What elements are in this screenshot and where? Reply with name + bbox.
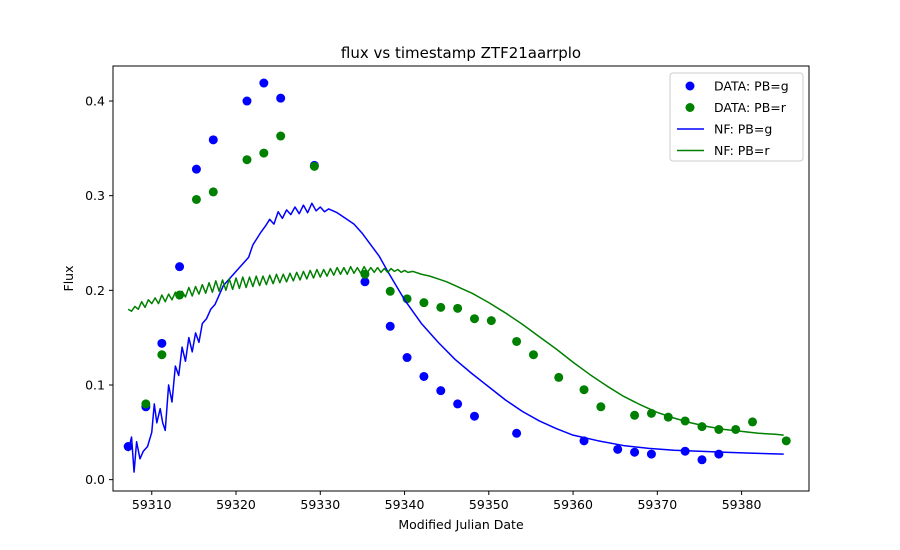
- data-point: [402, 353, 412, 363]
- series-1: [141, 131, 791, 446]
- legend-label: NF: PB=g: [714, 122, 772, 137]
- data-point: [528, 350, 538, 360]
- data-point: [157, 350, 167, 360]
- data-point: [646, 449, 656, 459]
- data-point: [512, 336, 522, 346]
- chart-title: flux vs timestamp ZTF21aarrplo: [341, 44, 581, 62]
- legend-item: NF: PB=r: [677, 143, 770, 158]
- series-2: [127, 202, 784, 473]
- data-point: [419, 298, 429, 308]
- series-line: [127, 265, 784, 436]
- data-point: [613, 444, 623, 454]
- x-tick-label: 59330: [300, 497, 340, 512]
- data-point: [360, 277, 370, 287]
- x-tick-label: 59350: [469, 497, 509, 512]
- y-tick-label: 0.3: [85, 188, 105, 203]
- data-point: [385, 286, 395, 296]
- x-tick-label: 59340: [385, 497, 425, 512]
- legend: DATA: PB=g DATA: PB=r NF: PB=g NF: PB=r: [669, 72, 804, 162]
- data-point: [436, 302, 446, 312]
- plot-area: [123, 78, 791, 473]
- legend-marker-swatch: [685, 103, 695, 112]
- data-point: [453, 303, 463, 313]
- data-point: [191, 194, 201, 204]
- legend-item: DATA: PB=r: [685, 100, 787, 115]
- legend-label: DATA: PB=r: [714, 100, 787, 115]
- data-point: [141, 399, 151, 409]
- legend-item: NF: PB=g: [677, 122, 772, 137]
- data-point: [714, 449, 724, 459]
- data-point: [469, 411, 479, 421]
- data-point: [419, 371, 429, 381]
- plot-frame: [112, 65, 810, 492]
- data-point: [731, 424, 741, 434]
- legend-box: [669, 72, 804, 162]
- data-point: [259, 78, 269, 88]
- data-point: [385, 321, 395, 331]
- axis-ticks: 59310 59320 59330 59340 59350 59360 59370 59380…: [85, 94, 761, 512]
- x-tick-label: 59360: [553, 497, 593, 512]
- data-point: [630, 410, 640, 420]
- x-tick-label: 59320: [216, 497, 256, 512]
- series-line: [127, 202, 784, 473]
- legend-marker-swatch: [685, 81, 695, 91]
- data-point: [208, 187, 218, 197]
- data-point: [554, 372, 564, 382]
- data-point: [242, 155, 252, 165]
- data-point: [242, 96, 252, 106]
- data-point: [579, 385, 589, 395]
- data-point: [436, 386, 446, 396]
- data-point: [748, 417, 758, 427]
- data-point: [486, 316, 496, 326]
- x-tick-label: 59370: [637, 497, 677, 512]
- x-tick-label: 59380: [722, 497, 762, 512]
- data-point: [276, 93, 286, 103]
- data-point: [469, 314, 479, 324]
- data-point: [697, 455, 707, 465]
- y-tick-label: 0.1: [85, 377, 105, 392]
- data-point: [157, 338, 167, 348]
- data-point: [714, 424, 724, 434]
- x-axis-label: Modified Julian Date: [398, 517, 524, 532]
- data-point: [453, 399, 463, 409]
- legend-label: NF: PB=r: [714, 143, 770, 158]
- data-point: [276, 131, 286, 141]
- data-point: [630, 447, 640, 457]
- data-point: [596, 402, 606, 412]
- y-tick-label: 0.0: [85, 472, 105, 487]
- data-point: [512, 428, 522, 438]
- data-point: [191, 164, 201, 174]
- y-axis-label: Flux: [61, 266, 76, 292]
- x-tick-label: 59310: [132, 497, 172, 512]
- data-point: [259, 148, 269, 158]
- data-point: [175, 262, 185, 272]
- legend-item: DATA: PB=g: [685, 79, 789, 94]
- data-point: [208, 135, 218, 145]
- data-point: [781, 436, 791, 446]
- series-3: [127, 265, 784, 436]
- data-point: [309, 161, 319, 171]
- y-tick-label: 0.2: [85, 283, 105, 298]
- legend-label: DATA: PB=g: [714, 79, 789, 94]
- y-tick-label: 0.4: [85, 94, 105, 109]
